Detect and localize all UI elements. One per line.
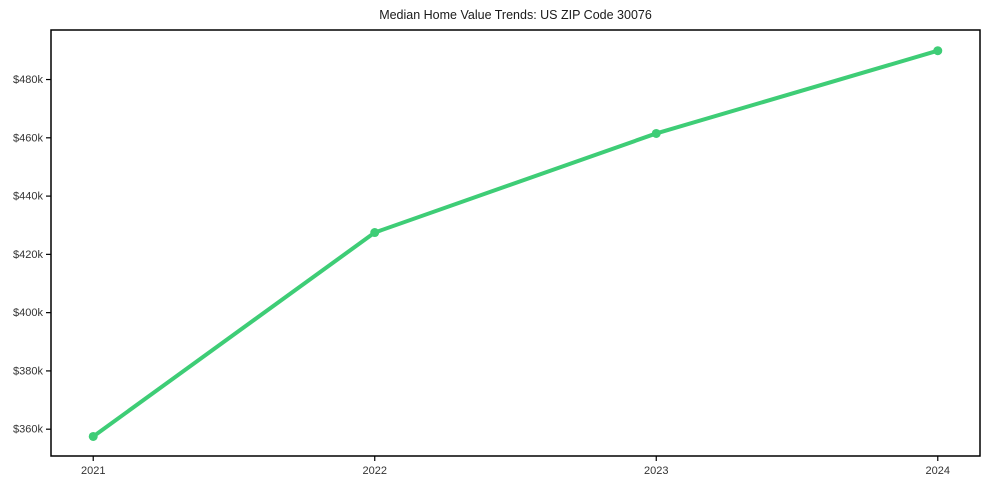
data-point-marker bbox=[651, 128, 661, 138]
y-tick-label: $440k bbox=[13, 191, 43, 203]
x-tick-label: 2022 bbox=[363, 465, 387, 477]
y-tick-label: $420k bbox=[13, 249, 43, 261]
plot-border bbox=[50, 29, 981, 457]
data-point-marker bbox=[933, 46, 943, 56]
data-point-marker bbox=[88, 431, 98, 441]
chart-title: Median Home Value Trends: US ZIP Code 30… bbox=[379, 8, 652, 22]
y-tick-label: $360k bbox=[13, 424, 43, 436]
y-tick-label: $400k bbox=[13, 307, 43, 319]
x-tick-label: 2024 bbox=[926, 465, 950, 477]
x-tick-label: 2023 bbox=[644, 465, 668, 477]
data-point-marker bbox=[370, 228, 380, 238]
x-tick-label: 2021 bbox=[81, 465, 105, 477]
y-tick-label: $480k bbox=[13, 74, 43, 86]
series-line bbox=[91, 48, 940, 439]
y-tick-label: $460k bbox=[13, 132, 43, 144]
y-tick-label: $380k bbox=[13, 365, 43, 377]
